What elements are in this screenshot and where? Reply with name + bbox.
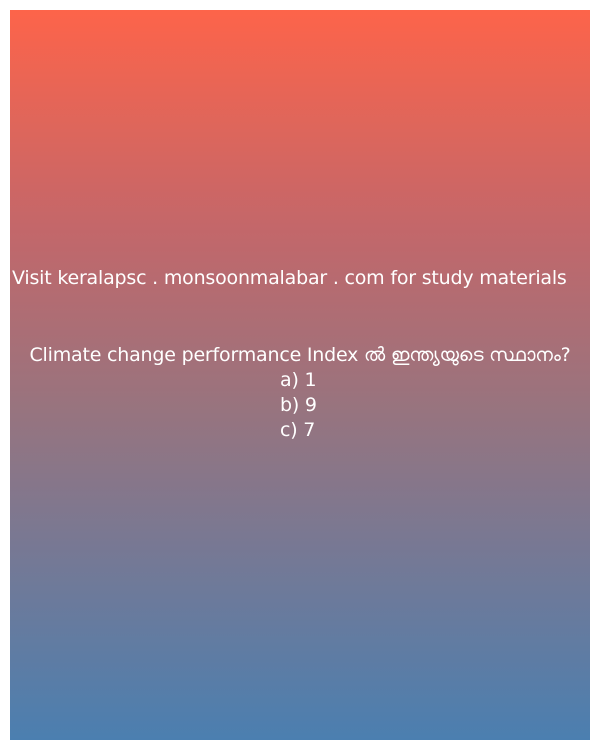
option-b: b) 9: [280, 394, 317, 416]
quiz-card: Visit keralapsc . monsoonmalabar . com f…: [10, 10, 590, 740]
option-a: a) 1: [280, 369, 317, 391]
promo-text: Visit keralapsc . monsoonmalabar . com f…: [12, 267, 567, 289]
question-text: Climate change performance Index ൽ ഇന്ത്…: [29, 344, 571, 366]
options-list: a) 1 b) 9 c) 7: [10, 368, 590, 443]
option-c: c) 7: [280, 419, 316, 441]
question-block: Climate change performance Index ൽ ഇന്ത്…: [10, 343, 590, 443]
